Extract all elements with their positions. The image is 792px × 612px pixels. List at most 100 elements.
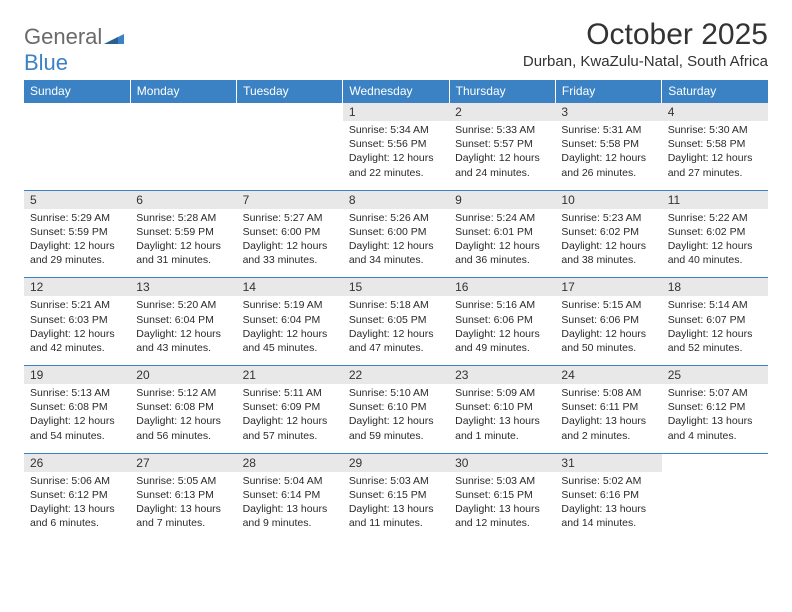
sunrise-line: Sunrise: 5:27 AM (243, 211, 337, 225)
brand-logo: GeneralBlue (24, 24, 124, 76)
daylight-line: Daylight: 12 hours and 59 minutes. (349, 414, 443, 442)
day-content-cell: Sunrise: 5:02 AMSunset: 6:16 PMDaylight:… (555, 472, 661, 541)
sunset-line: Sunset: 6:05 PM (349, 313, 443, 327)
day-content-cell (130, 121, 236, 190)
day-content-cell (662, 472, 768, 541)
sunset-line: Sunset: 6:01 PM (455, 225, 549, 239)
sunset-line: Sunset: 6:12 PM (668, 400, 762, 414)
day-content-cell: Sunrise: 5:09 AMSunset: 6:10 PMDaylight:… (449, 384, 555, 453)
day-number-cell: 5 (24, 190, 130, 209)
daylight-line: Daylight: 13 hours and 4 minutes. (668, 414, 762, 442)
sunset-line: Sunset: 6:00 PM (243, 225, 337, 239)
day-number-cell: 12 (24, 278, 130, 297)
sunset-line: Sunset: 6:00 PM (349, 225, 443, 239)
daylight-line: Daylight: 12 hours and 49 minutes. (455, 327, 549, 355)
day-content-cell: Sunrise: 5:13 AMSunset: 6:08 PMDaylight:… (24, 384, 130, 453)
sunrise-line: Sunrise: 5:24 AM (455, 211, 549, 225)
sunrise-line: Sunrise: 5:21 AM (30, 298, 124, 312)
day-number-cell: 3 (555, 103, 661, 122)
weekday-header: Wednesday (343, 80, 449, 103)
day-number-cell: 29 (343, 453, 449, 472)
daynum-row: 12131415161718 (24, 278, 768, 297)
sunset-line: Sunset: 6:04 PM (136, 313, 230, 327)
day-number-cell: 9 (449, 190, 555, 209)
sunset-line: Sunset: 6:04 PM (243, 313, 337, 327)
sunrise-line: Sunrise: 5:15 AM (561, 298, 655, 312)
sunset-line: Sunset: 6:16 PM (561, 488, 655, 502)
sunset-line: Sunset: 6:03 PM (30, 313, 124, 327)
daylight-line: Daylight: 12 hours and 47 minutes. (349, 327, 443, 355)
day-content-cell: Sunrise: 5:20 AMSunset: 6:04 PMDaylight:… (130, 296, 236, 365)
daylight-line: Daylight: 13 hours and 2 minutes. (561, 414, 655, 442)
sunset-line: Sunset: 5:57 PM (455, 137, 549, 151)
daynum-row: 262728293031 (24, 453, 768, 472)
sunset-line: Sunset: 6:10 PM (455, 400, 549, 414)
day-number-cell: 8 (343, 190, 449, 209)
day-content-cell: Sunrise: 5:03 AMSunset: 6:15 PMDaylight:… (449, 472, 555, 541)
day-number-cell: 6 (130, 190, 236, 209)
day-number-cell: 24 (555, 366, 661, 385)
day-content-cell (24, 121, 130, 190)
day-number-cell: 4 (662, 103, 768, 122)
day-number-cell: 26 (24, 453, 130, 472)
day-content-cell: Sunrise: 5:06 AMSunset: 6:12 PMDaylight:… (24, 472, 130, 541)
sunrise-line: Sunrise: 5:29 AM (30, 211, 124, 225)
sunrise-line: Sunrise: 5:20 AM (136, 298, 230, 312)
daylight-line: Daylight: 12 hours and 54 minutes. (30, 414, 124, 442)
day-content-cell: Sunrise: 5:21 AMSunset: 6:03 PMDaylight:… (24, 296, 130, 365)
content-row: Sunrise: 5:29 AMSunset: 5:59 PMDaylight:… (24, 209, 768, 278)
daynum-row: 19202122232425 (24, 366, 768, 385)
sunset-line: Sunset: 5:59 PM (136, 225, 230, 239)
day-content-cell: Sunrise: 5:11 AMSunset: 6:09 PMDaylight:… (237, 384, 343, 453)
day-content-cell: Sunrise: 5:29 AMSunset: 5:59 PMDaylight:… (24, 209, 130, 278)
day-number-cell (130, 103, 236, 122)
day-content-cell: Sunrise: 5:30 AMSunset: 5:58 PMDaylight:… (662, 121, 768, 190)
day-content-cell: Sunrise: 5:33 AMSunset: 5:57 PMDaylight:… (449, 121, 555, 190)
sunset-line: Sunset: 6:08 PM (136, 400, 230, 414)
day-number-cell: 15 (343, 278, 449, 297)
day-content-cell: Sunrise: 5:31 AMSunset: 5:58 PMDaylight:… (555, 121, 661, 190)
daylight-line: Daylight: 13 hours and 11 minutes. (349, 502, 443, 530)
sunrise-line: Sunrise: 5:22 AM (668, 211, 762, 225)
sunrise-line: Sunrise: 5:02 AM (561, 474, 655, 488)
weekday-header: Tuesday (237, 80, 343, 103)
sunrise-line: Sunrise: 5:14 AM (668, 298, 762, 312)
sunrise-line: Sunrise: 5:18 AM (349, 298, 443, 312)
daylight-line: Daylight: 12 hours and 45 minutes. (243, 327, 337, 355)
day-number-cell (237, 103, 343, 122)
daylight-line: Daylight: 13 hours and 1 minute. (455, 414, 549, 442)
daylight-line: Daylight: 12 hours and 57 minutes. (243, 414, 337, 442)
day-number-cell: 16 (449, 278, 555, 297)
daynum-row: 567891011 (24, 190, 768, 209)
calendar-table: SundayMondayTuesdayWednesdayThursdayFrid… (24, 80, 768, 540)
calendar-body: 1234 Sunrise: 5:34 AMSunset: 5:56 PMDayl… (24, 103, 768, 541)
day-content-cell: Sunrise: 5:10 AMSunset: 6:10 PMDaylight:… (343, 384, 449, 453)
day-number-cell: 7 (237, 190, 343, 209)
weekday-header: Thursday (449, 80, 555, 103)
day-content-cell: Sunrise: 5:16 AMSunset: 6:06 PMDaylight:… (449, 296, 555, 365)
header: GeneralBlue October 2025 Durban, KwaZulu… (24, 18, 768, 76)
weekday-header: Saturday (662, 80, 768, 103)
day-number-cell: 17 (555, 278, 661, 297)
content-row: Sunrise: 5:13 AMSunset: 6:08 PMDaylight:… (24, 384, 768, 453)
day-content-cell: Sunrise: 5:07 AMSunset: 6:12 PMDaylight:… (662, 384, 768, 453)
day-content-cell: Sunrise: 5:27 AMSunset: 6:00 PMDaylight:… (237, 209, 343, 278)
day-content-cell: Sunrise: 5:18 AMSunset: 6:05 PMDaylight:… (343, 296, 449, 365)
sunset-line: Sunset: 6:06 PM (455, 313, 549, 327)
daylight-line: Daylight: 13 hours and 12 minutes. (455, 502, 549, 530)
day-number-cell: 23 (449, 366, 555, 385)
day-content-cell: Sunrise: 5:15 AMSunset: 6:06 PMDaylight:… (555, 296, 661, 365)
sunrise-line: Sunrise: 5:10 AM (349, 386, 443, 400)
sunrise-line: Sunrise: 5:04 AM (243, 474, 337, 488)
day-number-cell (662, 453, 768, 472)
day-number-cell: 18 (662, 278, 768, 297)
sunset-line: Sunset: 5:58 PM (561, 137, 655, 151)
weekday-header: Sunday (24, 80, 130, 103)
day-number-cell: 22 (343, 366, 449, 385)
day-content-cell: Sunrise: 5:08 AMSunset: 6:11 PMDaylight:… (555, 384, 661, 453)
sunset-line: Sunset: 6:07 PM (668, 313, 762, 327)
sunrise-line: Sunrise: 5:33 AM (455, 123, 549, 137)
day-content-cell: Sunrise: 5:28 AMSunset: 5:59 PMDaylight:… (130, 209, 236, 278)
month-title: October 2025 (523, 18, 768, 52)
day-number-cell: 11 (662, 190, 768, 209)
